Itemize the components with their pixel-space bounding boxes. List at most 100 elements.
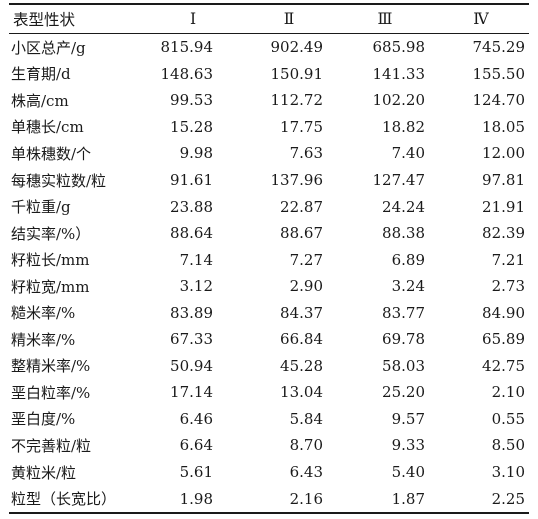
value-cell-group-1: 50.94 bbox=[170, 356, 213, 375]
table-row: 垩白度/% 6.46 5.84 9.57 0.55 bbox=[9, 406, 529, 433]
trait-label: 精米率/% bbox=[11, 330, 76, 349]
table-row: 株高/cm 99.53 112.72 102.20 124.70 bbox=[9, 87, 529, 114]
value-cell-group-3: 18.82 bbox=[382, 117, 425, 136]
value-cell-group-4: 155.50 bbox=[472, 64, 526, 83]
value-cell-group-3: 127.47 bbox=[372, 171, 426, 189]
trait-label: 株高/cm bbox=[11, 91, 69, 110]
value-cell-group-1: 9.98 bbox=[179, 144, 213, 163]
value-cell-group-3: 83.77 bbox=[382, 303, 425, 322]
value-cell-group-4: 21.91 bbox=[482, 197, 525, 216]
value-cell-group-3: 25.20 bbox=[382, 383, 425, 402]
value-cell-group-4: 2.10 bbox=[491, 383, 525, 402]
table-body: 小区总产/g 815.94 902.49 685.98 745.29 生育期/d 148.6… bbox=[9, 34, 529, 514]
value-cell-group-2: 66.84 bbox=[280, 330, 323, 349]
table-row: 精米率/% 67.33 66.84 69.78 65.89 bbox=[9, 326, 529, 353]
table-row: 糙米率/% 83.89 84.37 83.77 84.90 bbox=[9, 299, 529, 326]
value-cell-group-1: 148.63 bbox=[160, 64, 214, 83]
value-cell-group-2: 17.75 bbox=[280, 117, 323, 136]
value-cell-group-4: 2.73 bbox=[491, 277, 525, 296]
value-cell-group-2: 84.37 bbox=[280, 303, 323, 322]
value-cell-group-2: 45.28 bbox=[280, 356, 323, 375]
trait-label: 垩白度/% bbox=[11, 410, 76, 429]
value-cell-group-2: 88.67 bbox=[280, 224, 323, 243]
value-cell-group-1: 5.61 bbox=[179, 463, 213, 482]
value-cell-group-4: 18.05 bbox=[482, 117, 525, 136]
value-cell-group-3: 5.40 bbox=[391, 463, 425, 482]
table-row: 结实率/%） 88.64 88.67 88.38 82.39 bbox=[9, 220, 529, 247]
table-header: 表型性状 Ⅰ Ⅱ Ⅲ Ⅳ bbox=[9, 3, 529, 34]
value-cell-group-2: 5.84 bbox=[289, 409, 323, 428]
value-cell-group-2: 7.27 bbox=[289, 250, 323, 269]
value-cell-group-4: 3.10 bbox=[491, 463, 525, 482]
trait-label: 小区总产/g bbox=[11, 38, 86, 57]
value-cell-group-1: 815.94 bbox=[160, 38, 214, 57]
table-row: 生育期/d 148.63 150.91 141.33 155.50 bbox=[9, 61, 529, 88]
value-cell-group-3: 9.57 bbox=[391, 409, 425, 428]
value-cell-group-2: 8.70 bbox=[289, 436, 323, 455]
trait-table: 表型性状 Ⅰ Ⅱ Ⅲ Ⅳ 小区总产/g 815.94 902.49 685.98 745… bbox=[9, 3, 529, 514]
value-cell-group-4: 2.25 bbox=[433, 485, 529, 514]
value-cell-group-1: 88.64 bbox=[170, 224, 213, 243]
trait-label: 单株穗数/个 bbox=[11, 144, 92, 163]
table-row: 单株穗数/个 9.98 7.63 7.40 12.00 bbox=[9, 140, 529, 167]
table-row: 垩白粒率/% 17.14 13.04 25.20 2.10 bbox=[9, 379, 529, 406]
value-cell-group-1: 23.88 bbox=[170, 197, 213, 216]
value-cell-group-1: 3.12 bbox=[179, 277, 213, 296]
value-cell-group-3: 69.78 bbox=[382, 330, 425, 349]
value-cell-group-2: 22.87 bbox=[280, 197, 323, 216]
value-cell-group-4: 7.21 bbox=[491, 250, 525, 269]
trait-label: 黄粒米/粒 bbox=[11, 463, 77, 482]
value-cell-group-2: 112.72 bbox=[270, 91, 324, 110]
trait-table-container: 表型性状 Ⅰ Ⅱ Ⅲ Ⅳ 小区总产/g 815.94 902.49 685.98 745… bbox=[9, 3, 529, 514]
value-cell-group-3: 58.03 bbox=[382, 356, 425, 375]
value-cell-group-4: 65.89 bbox=[482, 330, 525, 349]
value-cell-group-4: 82.39 bbox=[482, 224, 525, 243]
value-cell-group-1: 83.89 bbox=[170, 303, 213, 322]
value-cell-group-1: 6.64 bbox=[179, 436, 213, 455]
table-row: 籽粒长/mm 7.14 7.27 6.89 7.21 bbox=[9, 246, 529, 273]
value-cell-group-4: 0.55 bbox=[491, 409, 525, 428]
trait-label: 粒型（长宽比） bbox=[9, 485, 145, 514]
value-cell-group-2: 7.63 bbox=[289, 144, 323, 163]
value-cell-group-1: 91.61 bbox=[170, 171, 213, 189]
table-row: 单穗长/cm 15.28 17.75 18.82 18.05 bbox=[9, 114, 529, 141]
table-row: 千粒重/g 23.88 22.87 24.24 21.91 bbox=[9, 193, 529, 220]
trait-label: 籽粒宽/mm bbox=[11, 277, 90, 296]
value-cell-group-3: 7.40 bbox=[391, 144, 425, 163]
trait-label: 整精米率/% bbox=[11, 357, 91, 376]
value-cell-group-2: 6.43 bbox=[289, 463, 323, 482]
value-cell-group-2: 2.90 bbox=[289, 277, 323, 296]
value-cell-group-1: 1.98 bbox=[145, 485, 241, 514]
value-cell-group-2: 13.04 bbox=[280, 383, 323, 402]
trait-label: 结实率/%） bbox=[11, 224, 91, 243]
value-cell-group-3: 141.33 bbox=[372, 64, 426, 83]
trait-label: 生育期/d bbox=[11, 65, 71, 84]
table-row: 不完善粒/粒 6.64 8.70 9.33 8.50 bbox=[9, 432, 529, 459]
table-row: 黄粒米/粒 5.61 6.43 5.40 3.10 bbox=[9, 459, 529, 486]
trait-label: 单穗长/cm bbox=[11, 118, 84, 137]
trait-label: 糙米率/% bbox=[11, 304, 76, 323]
value-cell-group-3: 1.87 bbox=[337, 485, 433, 514]
table-row: 粒型（长宽比） 1.98 2.16 1.87 2.25 bbox=[9, 485, 529, 514]
value-cell-group-3: 102.20 bbox=[372, 91, 426, 110]
value-cell-group-4: 84.90 bbox=[482, 303, 525, 322]
header-group-3: Ⅲ bbox=[337, 3, 433, 34]
table-row: 整精米率/% 50.94 45.28 58.03 42.75 bbox=[9, 353, 529, 380]
value-cell-group-1: 15.28 bbox=[170, 117, 213, 136]
trait-label: 籽粒长/mm bbox=[11, 251, 90, 270]
trait-label: 不完善粒/粒 bbox=[11, 436, 92, 455]
trait-label: 垩白粒率/% bbox=[11, 383, 91, 402]
header-group-1: Ⅰ bbox=[145, 3, 241, 34]
value-cell-group-3: 24.24 bbox=[382, 197, 425, 216]
header-row: 表型性状 Ⅰ Ⅱ Ⅲ Ⅳ bbox=[9, 3, 529, 34]
trait-label: 每穗实粒数/粒 bbox=[11, 171, 107, 190]
trait-label: 千粒重/g bbox=[11, 198, 71, 217]
value-cell-group-3: 9.33 bbox=[391, 436, 425, 455]
value-cell-group-3: 6.89 bbox=[391, 250, 425, 269]
value-cell-group-4: 97.81 bbox=[482, 171, 525, 189]
table-row: 籽粒宽/mm 3.12 2.90 3.24 2.73 bbox=[9, 273, 529, 300]
value-cell-group-1: 99.53 bbox=[170, 91, 213, 110]
value-cell-group-3: 88.38 bbox=[382, 224, 425, 243]
value-cell-group-4: 42.75 bbox=[482, 356, 525, 375]
value-cell-group-4: 8.50 bbox=[491, 436, 525, 455]
